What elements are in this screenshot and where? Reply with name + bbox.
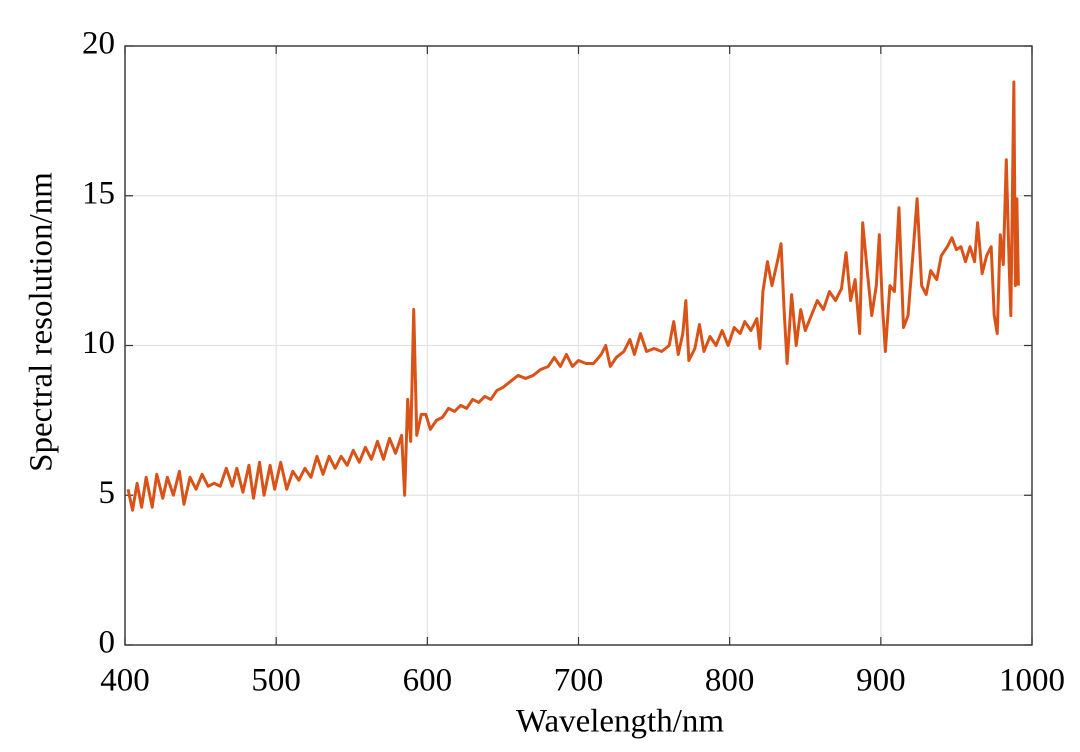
y-tick-label: 15	[82, 175, 115, 211]
y-axis-title: Spectral resolution/nm	[24, 172, 60, 472]
x-tick-label: 500	[251, 663, 301, 699]
data-line	[126, 80, 1020, 512]
x-tick-label: 900	[856, 663, 906, 699]
x-tick-label: 1000	[999, 663, 1065, 699]
x-tick-label: 600	[403, 663, 453, 699]
y-tick-label: 20	[82, 26, 115, 62]
y-tick-label: 5	[99, 475, 116, 511]
y-tick-label: 10	[82, 325, 115, 361]
x-axis-title: Wavelength/nm	[516, 704, 724, 740]
x-tick-label: 700	[554, 663, 604, 699]
plot-frame	[124, 45, 1033, 646]
x-tick-label: 800	[705, 663, 755, 699]
y-tick-label: 0	[99, 625, 116, 661]
x-tick-label: 400	[100, 663, 150, 699]
